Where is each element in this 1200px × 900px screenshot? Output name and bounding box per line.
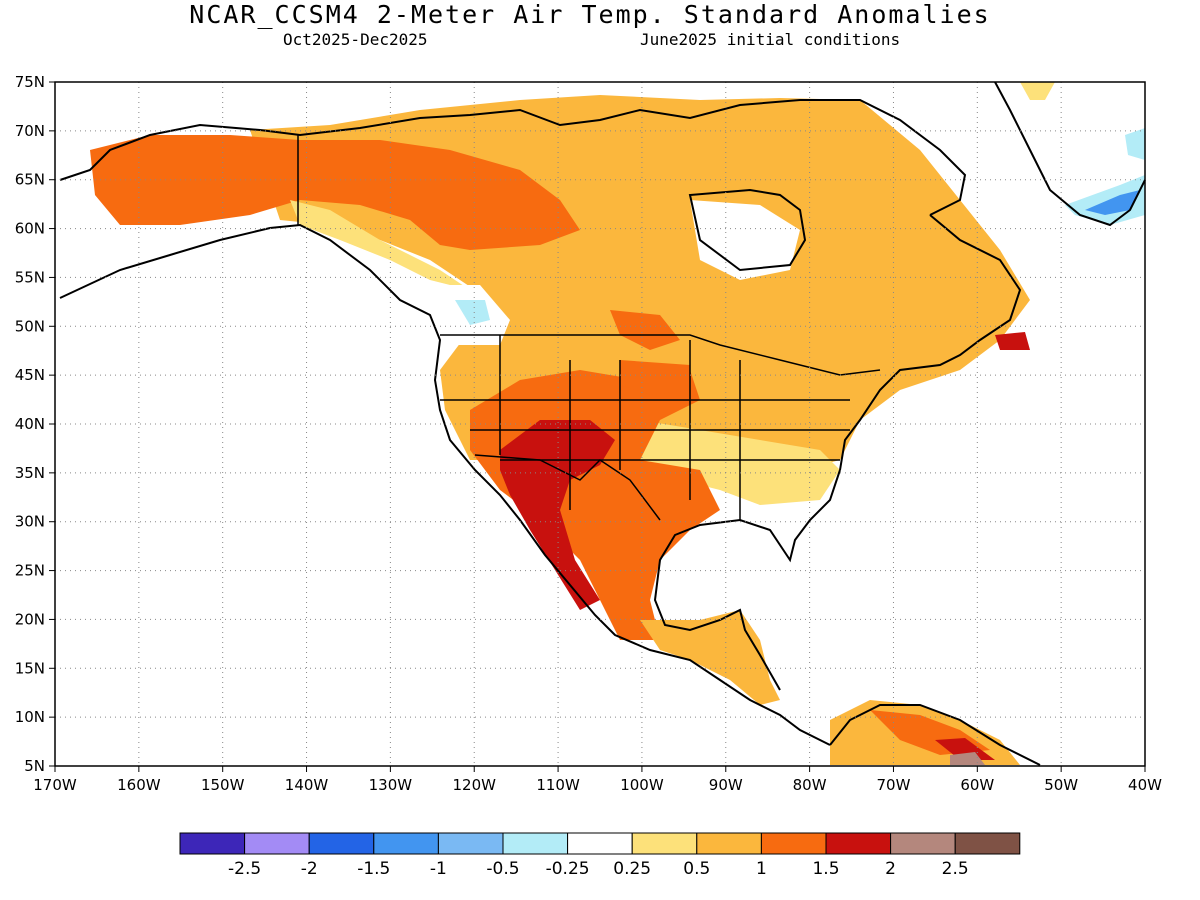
- region-great-lakes-warm: [610, 310, 680, 350]
- longitude-labels: 170W 160W 150W 140W 130W 120W 110W 100W 90W 80W 70…: [33, 766, 1162, 794]
- colorbar-swatch: [825, 832, 892, 855]
- border-state-ew: [440, 399, 850, 461]
- lat-tick-label: 35N: [15, 464, 45, 482]
- lat-tick-label: 20N: [15, 610, 45, 628]
- lon-tick-label: 140W: [285, 776, 329, 794]
- map-title: NCAR_CCSM4 2-Meter Air Temp. Standard An…: [189, 0, 991, 29]
- lat-tick-label: 45N: [15, 366, 45, 384]
- colorbar-swatch: [890, 832, 956, 855]
- latitude-labels: 75N 70N 65N 60N 55N 50N 45N 40N 35N 30N 25N 20N 15N 1…: [15, 73, 55, 775]
- colorbar-label: 0.25: [613, 859, 651, 879]
- colorbar-label: -1: [430, 859, 447, 879]
- coastline-gulf: [653, 469, 841, 691]
- border-state-ns: [499, 335, 741, 520]
- region-bc-cool: [455, 300, 490, 325]
- lon-tick-label: 120W: [452, 776, 496, 794]
- lat-tick-label: 60N: [15, 220, 45, 238]
- lat-tick-label: 5N: [24, 757, 45, 775]
- colorbar-label: 2: [885, 859, 896, 879]
- region-central-america: [640, 610, 780, 705]
- region-alaska-warm: [90, 135, 580, 250]
- coastlines: [59, 81, 1146, 766]
- colorbar-label: 1: [756, 859, 767, 879]
- lat-tick-label: 15N: [15, 659, 45, 677]
- colorbar-swatch: [502, 832, 569, 855]
- lon-tick-label: 170W: [33, 776, 77, 794]
- colorbar-swatch: [631, 832, 698, 855]
- lon-tick-label: 50W: [1044, 776, 1078, 794]
- coastline-alaska: [59, 99, 967, 216]
- anomaly-shading: [90, 82, 1145, 765]
- colorbar-swatch: [244, 832, 310, 855]
- colorbar-label: -2.5: [228, 859, 261, 879]
- colorbar-label: 0.5: [683, 859, 710, 879]
- colorbar-swatch: [373, 832, 439, 855]
- coastline-south-america: [829, 704, 1041, 766]
- region-hudson-neutral: [690, 200, 800, 280]
- region-greenland-north-cool: [1125, 128, 1145, 160]
- colorbar-swatch: [437, 832, 504, 855]
- coastline-hudson: [688, 188, 807, 272]
- lat-tick-label: 40N: [15, 415, 45, 433]
- region-greenland-cool: [1065, 175, 1145, 225]
- coastline-greenland: [994, 81, 1146, 227]
- lon-tick-label: 160W: [117, 776, 161, 794]
- lat-tick-label: 70N: [15, 122, 45, 140]
- colorbar-label: -1.5: [357, 859, 390, 879]
- lat-tick-label: 10N: [15, 708, 45, 726]
- colorbar-swatch: [308, 832, 375, 855]
- colorbar-swatch: [760, 832, 827, 855]
- region-plains-warm: [620, 360, 690, 395]
- lon-tick-label: 80W: [793, 776, 827, 794]
- colorbar-label: 1.5: [812, 859, 839, 879]
- lon-tick-label: 150W: [201, 776, 245, 794]
- colorbar-label: -0.5: [486, 859, 519, 879]
- lon-tick-label: 40W: [1128, 776, 1162, 794]
- colorbar-swatch: [567, 832, 633, 855]
- lat-tick-label: 50N: [15, 317, 45, 335]
- region-greenland-warm: [1020, 82, 1055, 100]
- lat-tick-label: 55N: [15, 268, 45, 286]
- border-us-mexico: [474, 454, 661, 521]
- colorbar-label: 2.5: [942, 859, 969, 879]
- borders: [297, 135, 881, 521]
- lon-tick-label: 70W: [877, 776, 911, 794]
- lon-tick-label: 90W: [709, 776, 743, 794]
- border-us-canada: [440, 334, 881, 376]
- lon-tick-label: 110W: [536, 776, 580, 794]
- lon-tick-label: 60W: [960, 776, 994, 794]
- lat-tick-label: 75N: [15, 73, 45, 91]
- region-newfoundland-warm: [995, 332, 1030, 350]
- coastline-atlantic: [839, 214, 1022, 471]
- colorbar: -2.5 -2 -1.5 -1 -0.5 -0.25 0.25 0.5 1 1.5 2 2.5: [179, 832, 1021, 879]
- region-bc-yellow: [290, 200, 470, 290]
- forecast-period: Oct2025-Dec2025: [283, 30, 428, 49]
- graticule: [55, 82, 1145, 766]
- region-greenland-cooler: [1085, 190, 1140, 215]
- colorbar-swatch: [179, 832, 246, 855]
- lat-tick-label: 25N: [15, 562, 45, 580]
- lat-tick-label: 65N: [15, 171, 45, 189]
- lat-tick-label: 30N: [15, 513, 45, 531]
- region-southwest-strong: [500, 420, 615, 610]
- lon-tick-label: 100W: [620, 776, 664, 794]
- initial-conditions: June2025 initial conditions: [640, 30, 901, 49]
- colorbar-swatch: [696, 832, 762, 855]
- colorbar-label: -0.25: [546, 859, 590, 879]
- lon-tick-label: 130W: [369, 776, 413, 794]
- colorbar-label: -2: [301, 859, 318, 879]
- coastline-pacific: [59, 223, 831, 746]
- colorbar-swatch: [954, 832, 1021, 855]
- region-guyana-extreme: [950, 752, 985, 765]
- region-venezuela-strong: [935, 738, 995, 760]
